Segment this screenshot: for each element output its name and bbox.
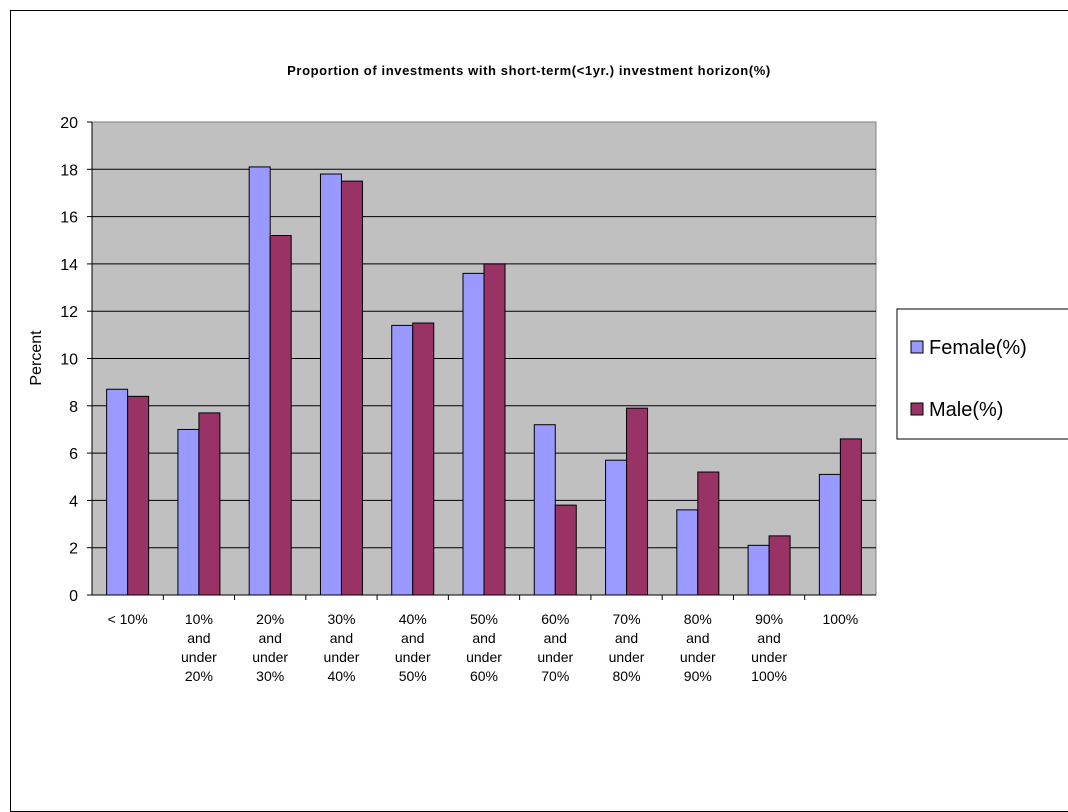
- bar-male: [127, 395, 150, 596]
- x-tick-label-line: 20%: [256, 611, 284, 627]
- x-tick-label-line: 10%: [185, 611, 213, 627]
- x-tick-label-line: 20%: [185, 668, 213, 684]
- x-tick-label-line: 100%: [751, 668, 787, 684]
- legend-box: [896, 308, 1068, 440]
- x-tick-label: 70% and under 80%: [609, 611, 645, 684]
- bar-female: [533, 424, 556, 596]
- y-axis: 0 2 4 6 8 10 12 14 16 18 20: [60, 115, 93, 605]
- y-tick-label: 0: [69, 588, 78, 605]
- bar-female: [319, 173, 342, 596]
- bar-male: [697, 471, 720, 596]
- bar-male: [839, 438, 862, 596]
- y-tick-label: 16: [60, 210, 78, 227]
- bars: [106, 166, 862, 596]
- x-tick-label-line: 100%: [822, 611, 858, 627]
- x-tick-label-line: 80%: [684, 611, 712, 627]
- x-tick-label-line: under: [181, 649, 217, 665]
- y-tick-label: 4: [69, 493, 78, 510]
- x-tick-label: 80% and under 90%: [680, 611, 716, 684]
- legend-swatch-male: [910, 402, 924, 416]
- bar-female: [605, 459, 628, 596]
- x-tick-label-line: 50%: [399, 668, 427, 684]
- x-tick-label-line: and: [330, 630, 353, 646]
- legend-label-female: Female(%): [929, 337, 1027, 359]
- x-tick-label-line: 80%: [613, 668, 641, 684]
- y-axis-label: Percent: [28, 330, 45, 386]
- x-tick-label: 60% and under 70%: [537, 611, 573, 684]
- x-tick-label-line: 70%: [613, 611, 641, 627]
- x-tick-label-line: 90%: [755, 611, 783, 627]
- x-tick-label-line: and: [615, 630, 638, 646]
- x-tick-label: 90% and under 100%: [751, 611, 787, 684]
- bar-male: [483, 263, 506, 596]
- x-tick-label-line: 60%: [541, 611, 569, 627]
- bar-female: [676, 509, 699, 596]
- x-tick-label-line: and: [401, 630, 424, 646]
- x-tick-label-line: 90%: [684, 668, 712, 684]
- legend-label-male: Male(%): [929, 399, 1003, 421]
- y-tick-label: 2: [69, 541, 78, 558]
- x-tick-label: 50% and under 60%: [466, 611, 502, 684]
- x-tick-label-line: 30%: [256, 668, 284, 684]
- y-tick-label: 14: [60, 257, 78, 274]
- x-axis: < 10% 10% and under 20% 20% and under 30% 30% and u…: [92, 594, 876, 684]
- x-tick-label-line: under: [324, 649, 360, 665]
- legend-swatch-female: [910, 340, 924, 354]
- x-tick-label-line: 40%: [399, 611, 427, 627]
- x-tick-label-line: under: [252, 649, 288, 665]
- bar-male: [340, 180, 363, 596]
- bar-female: [818, 473, 841, 596]
- chart-title: Proportion of investments with short-ter…: [287, 63, 771, 78]
- bar-female: [391, 324, 414, 596]
- bar-female: [248, 166, 271, 596]
- x-tick-label: 40% and under 50%: [395, 611, 431, 684]
- x-tick-label-line: 50%: [470, 611, 498, 627]
- y-tick-label: 12: [60, 304, 78, 321]
- x-tick-label-line: under: [680, 649, 716, 665]
- bar-male: [768, 535, 791, 596]
- x-tick-label-line: and: [259, 630, 282, 646]
- x-tick-label-line: and: [187, 630, 210, 646]
- y-tick-label: 10: [60, 352, 78, 369]
- bar-male: [269, 235, 292, 596]
- bar-male: [554, 504, 577, 596]
- x-tick-label-line: 30%: [327, 611, 355, 627]
- x-tick-label-line: under: [395, 649, 431, 665]
- bar-female: [462, 272, 485, 596]
- x-tick-label-line: 70%: [541, 668, 569, 684]
- x-tick-label-line: under: [609, 649, 645, 665]
- x-tick-label: 20% and under 30%: [252, 611, 288, 684]
- x-tick-label: < 10%: [108, 611, 148, 627]
- x-tick-label-line: and: [544, 630, 567, 646]
- x-tick-label-line: and: [757, 630, 780, 646]
- x-tick-label: 30% and under 40%: [324, 611, 360, 684]
- x-tick-label-line: under: [466, 649, 502, 665]
- legend: Female(%) Male(%): [896, 308, 1068, 440]
- bar-female: [177, 428, 200, 596]
- x-tick-label-line: under: [751, 649, 787, 665]
- bar-male: [626, 407, 649, 596]
- x-tick-label-line: and: [472, 630, 495, 646]
- bar-male: [412, 322, 435, 596]
- x-tick-label-line: 60%: [470, 668, 498, 684]
- x-tick-label: 10% and under 20%: [181, 611, 217, 684]
- y-tick-label: 18: [60, 162, 78, 179]
- bar-male: [198, 412, 221, 596]
- x-tick-label-line: under: [537, 649, 573, 665]
- x-tick-label-line: < 10%: [108, 611, 148, 627]
- bar-female: [747, 544, 770, 596]
- x-tick-label-line: 40%: [327, 668, 355, 684]
- y-tick-label: 20: [60, 115, 78, 132]
- x-tick-label-line: and: [686, 630, 709, 646]
- y-tick-label: 6: [69, 446, 78, 463]
- bar-female: [106, 388, 129, 596]
- x-tick-label: 100%: [822, 611, 858, 627]
- y-tick-label: 8: [69, 399, 78, 416]
